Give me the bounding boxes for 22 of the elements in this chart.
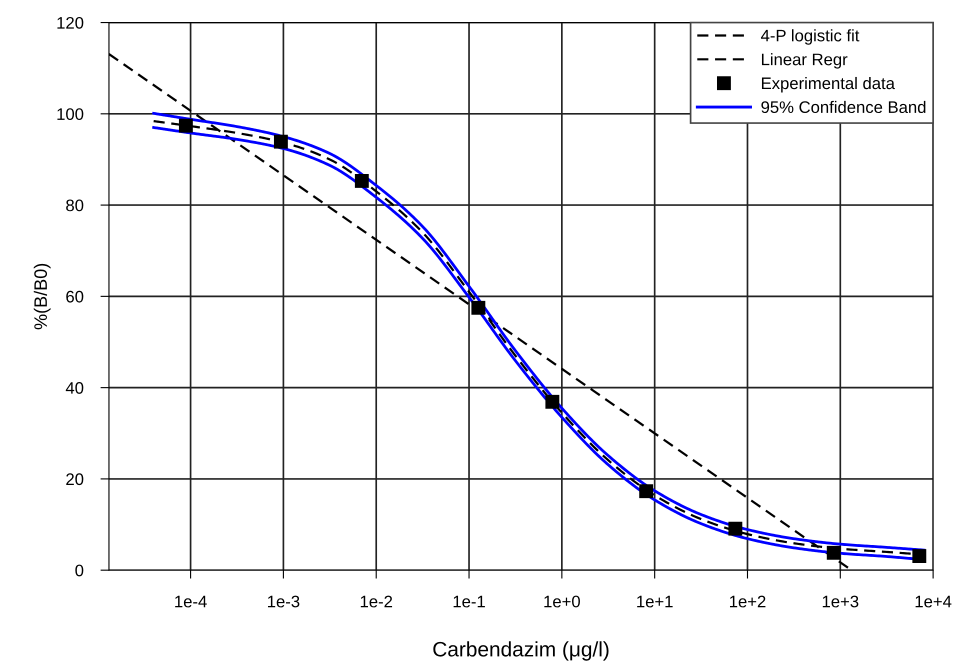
- x-tick-label: 1e-1: [454, 596, 485, 608]
- y-tick-label: 40: [66, 382, 84, 394]
- y-tick-label: 100: [57, 108, 84, 120]
- y-tick-label: 60: [66, 290, 84, 303]
- x-tick-label: 1e-4: [175, 596, 207, 608]
- x-tick-label: 1e+3: [822, 596, 858, 608]
- x-tick-label: 1e+4: [916, 596, 952, 608]
- x-axis-title: Carbendazim (μg/l): [433, 641, 609, 661]
- legend-label: Linear Regr: [762, 53, 848, 69]
- legend-label: 95% Confidence Band: [761, 100, 926, 114]
- x-tick-label: 1e+0: [544, 596, 580, 608]
- y-axis-title: %(B/B0): [34, 264, 51, 330]
- y-tick-label: 80: [66, 199, 84, 212]
- y-tick-label: 120: [57, 16, 84, 29]
- legend-label: Experimental data: [762, 76, 895, 92]
- x-tick-label: 1e-2: [360, 596, 392, 608]
- y-tick-label: 20: [66, 473, 84, 486]
- legend-label: 4-P logistic fit: [760, 29, 860, 45]
- x-tick-label: 1e+2: [730, 596, 766, 608]
- x-tick-label: 1e+1: [637, 596, 673, 608]
- y-tick-label: 0: [75, 564, 84, 576]
- x-tick-label: 1e-3: [268, 596, 300, 608]
